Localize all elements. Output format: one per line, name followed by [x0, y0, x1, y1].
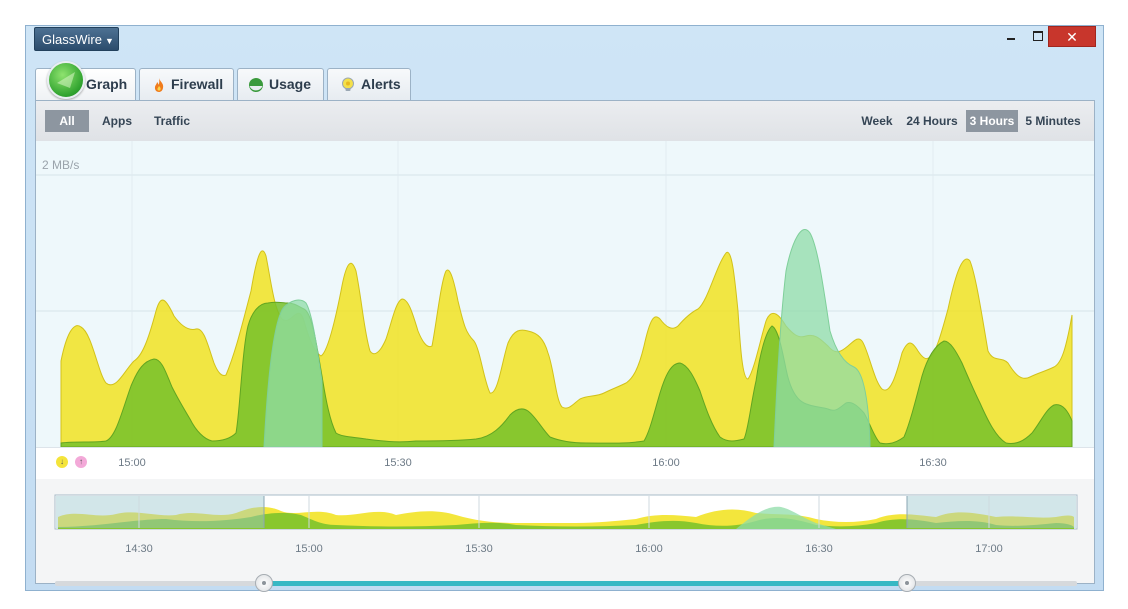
slider-end-handle[interactable] — [898, 574, 916, 592]
app-menu-label: GlassWire — [42, 32, 102, 47]
overview-time-tick: 15:00 — [295, 543, 323, 555]
close-button[interactable]: ✕ — [1048, 26, 1096, 47]
graph-time-axis: ↓ ↑ 15:00 15:30 16:00 16:30 — [36, 447, 1094, 480]
range-5-minutes-button[interactable]: 5 Minutes — [1025, 114, 1081, 128]
chevron-down-icon: ▼ — [104, 36, 114, 46]
outgoing-legend-icon[interactable]: ↑ — [75, 456, 87, 468]
close-icon: ✕ — [1066, 29, 1078, 45]
tab-alerts-label: Alerts — [361, 76, 401, 92]
app-menu-button[interactable]: GlassWire ▼ — [34, 27, 119, 51]
range-3-hours-button[interactable]: 3 Hours — [966, 110, 1018, 132]
time-tick: 16:00 — [652, 457, 680, 469]
minimize-button[interactable] — [998, 26, 1024, 47]
time-tick: 16:30 — [919, 457, 947, 469]
graph-panel: All Apps Traffic Week 24 Hours 3 Hours 5… — [35, 100, 1095, 592]
traffic-graph-svg — [36, 141, 1094, 447]
overview-unselected-left — [56, 496, 264, 528]
overview-time-tick: 17:00 — [975, 543, 1003, 555]
maximize-icon — [1033, 31, 1043, 41]
glasswire-window: GlassWire ▼ ✕ Graph Firewall Usage — [25, 25, 1104, 592]
overview-graph-svg[interactable] — [36, 479, 1094, 539]
maximize-button[interactable] — [1026, 26, 1050, 47]
tab-usage-label: Usage — [269, 76, 312, 92]
tab-graph-label: Graph — [86, 76, 128, 92]
overview-time-tick: 16:00 — [635, 543, 663, 555]
outgoing-peak-area — [263, 228, 871, 447]
tab-usage[interactable]: Usage — [237, 68, 324, 100]
graph-y-axis-label: 2 MB/s — [42, 158, 80, 172]
time-tick: 15:30 — [384, 457, 412, 469]
range-24-hours-button[interactable]: 24 Hours — [906, 114, 958, 128]
tab-alerts[interactable]: Alerts — [327, 68, 411, 100]
usage-pie-icon — [249, 78, 263, 92]
flame-icon — [154, 78, 164, 92]
timeline-overview: 14:30 15:00 15:30 16:00 16:30 17:00 — [36, 479, 1094, 583]
graph-toolbar: All Apps Traffic Week 24 Hours 3 Hours 5… — [36, 101, 1094, 142]
filter-apps-button[interactable]: Apps — [102, 114, 132, 128]
tab-firewall[interactable]: Firewall — [139, 68, 234, 100]
filter-all-button[interactable]: All — [45, 110, 89, 132]
minimize-icon — [1007, 38, 1015, 40]
filter-traffic-button[interactable]: Traffic — [153, 114, 190, 128]
overview-time-tick: 16:30 — [805, 543, 833, 555]
range-week-button[interactable]: Week — [861, 114, 893, 128]
graph-logo-icon — [47, 61, 85, 99]
slider-start-handle[interactable] — [255, 574, 273, 592]
overview-unselected-right — [907, 496, 1076, 528]
incoming-legend-icon[interactable]: ↓ — [56, 456, 68, 468]
time-range-slider-selection[interactable] — [264, 581, 907, 586]
tab-firewall-label: Firewall — [171, 76, 224, 92]
time-tick: 15:00 — [118, 457, 146, 469]
overview-time-tick: 14:30 — [125, 543, 153, 555]
tab-graph[interactable]: Graph — [35, 61, 136, 102]
traffic-graph[interactable]: 2 MB/s — [36, 141, 1094, 447]
alert-bulb-icon — [342, 77, 354, 91]
overview-time-tick: 15:30 — [465, 543, 493, 555]
